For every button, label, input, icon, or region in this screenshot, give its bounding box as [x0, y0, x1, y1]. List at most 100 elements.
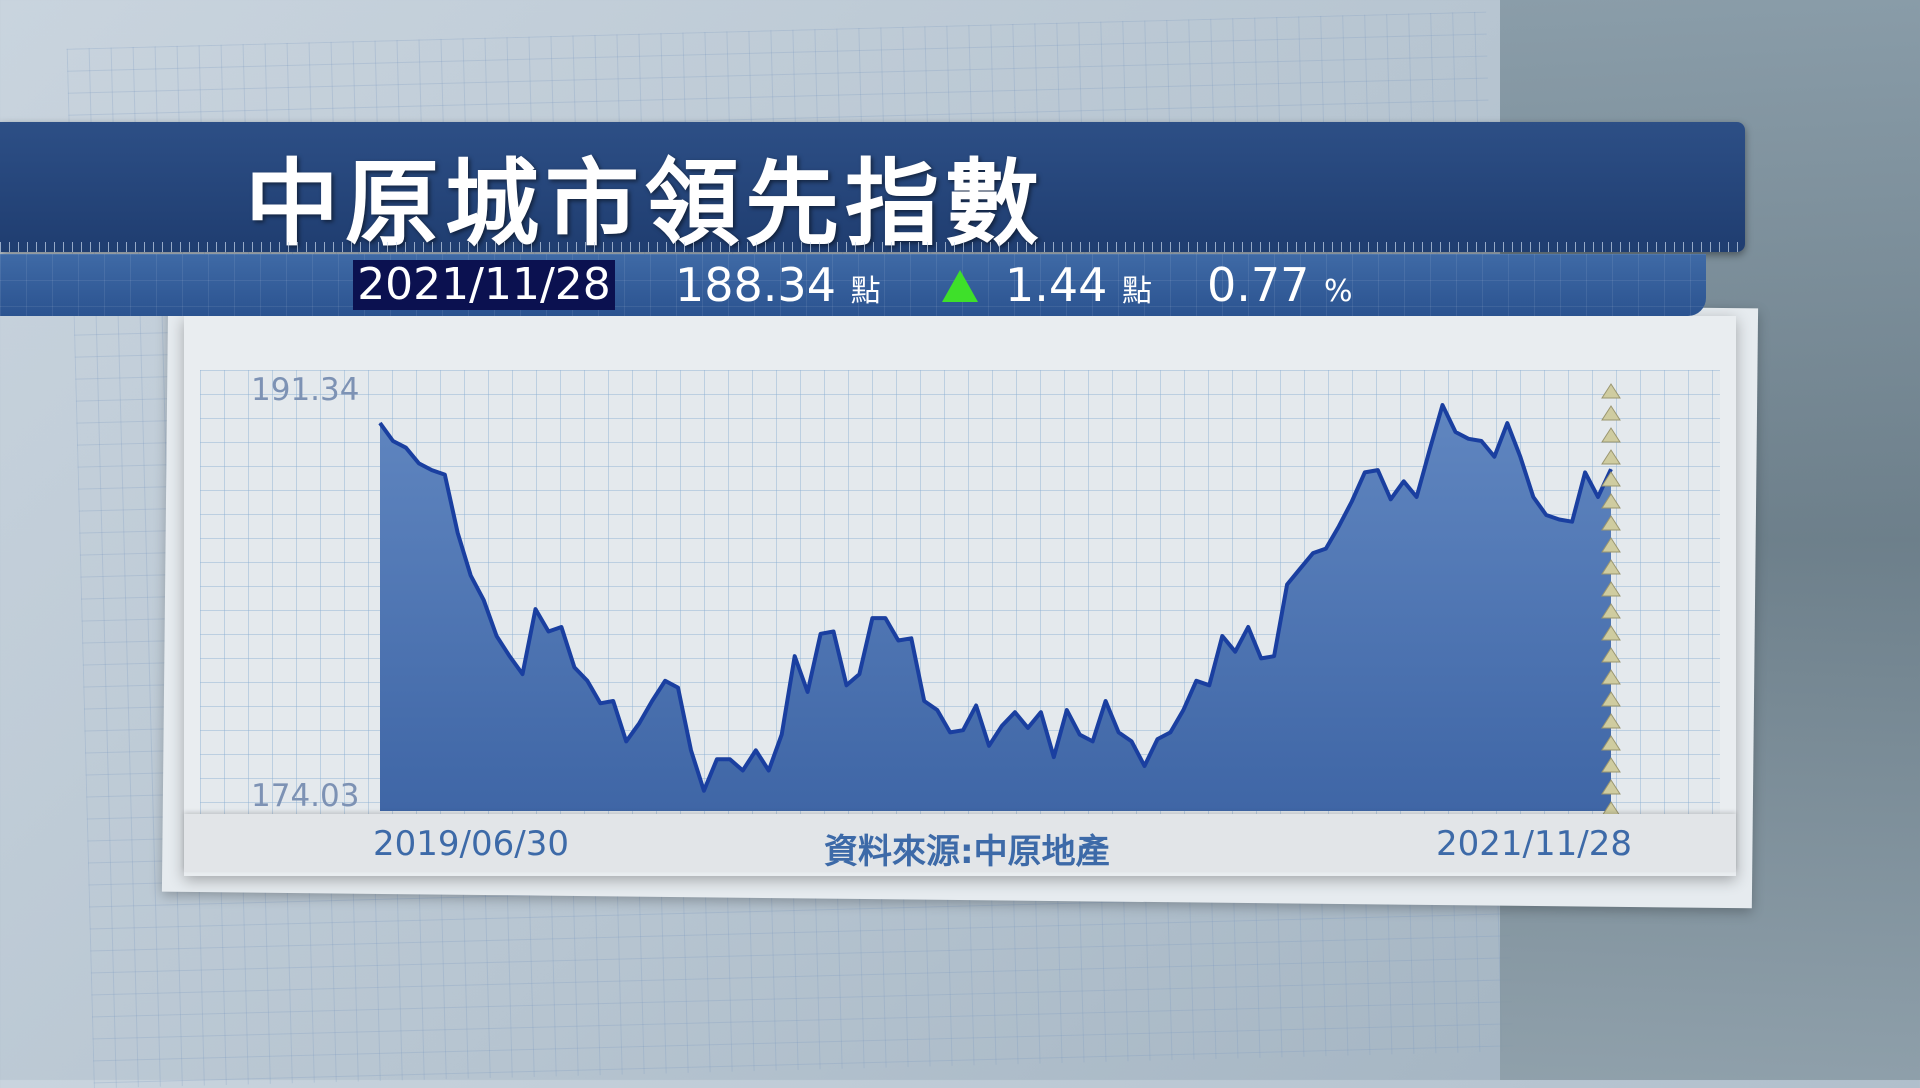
data-point	[1092, 740, 1094, 742]
data-point	[483, 599, 485, 601]
data-point	[703, 790, 705, 792]
data-point	[1325, 548, 1327, 550]
data-point	[975, 704, 977, 706]
data-point	[1467, 438, 1469, 440]
data-point	[677, 687, 679, 689]
change-value: 1.44	[1005, 258, 1108, 312]
index-unit: 點	[850, 274, 881, 309]
data-point	[1234, 651, 1236, 653]
summary-bar: 2021/11/28 188.34 點 1.44 點 0.77 %	[0, 254, 1706, 316]
data-point	[573, 666, 575, 668]
index-line	[378, 403, 1613, 793]
data-point	[1299, 568, 1301, 570]
data-point	[560, 626, 562, 628]
marker-triangle-icon	[1601, 515, 1621, 531]
data-point	[1182, 709, 1184, 711]
marker-triangle-icon	[1601, 559, 1621, 575]
data-point	[884, 617, 886, 619]
index-value-group: 188.34 點	[675, 260, 881, 317]
data-point	[509, 655, 511, 657]
data-point	[444, 474, 446, 476]
data-point	[1079, 734, 1081, 736]
data-point	[1610, 468, 1612, 470]
data-point	[496, 635, 498, 637]
data-point	[1105, 700, 1107, 702]
data-point	[690, 749, 692, 751]
data-point	[923, 700, 925, 702]
data-point	[820, 633, 822, 635]
marker-triangle-icon	[1601, 603, 1621, 619]
data-point	[625, 740, 627, 742]
data-point	[431, 469, 433, 471]
data-point	[1156, 738, 1158, 740]
data-point	[1260, 657, 1262, 659]
ruler-ticks	[0, 242, 1745, 252]
data-point	[1247, 626, 1249, 628]
data-point	[379, 422, 381, 424]
marker-triangle-icon	[1601, 757, 1621, 773]
change-unit: 點	[1122, 274, 1153, 309]
data-point	[664, 680, 666, 682]
data-point	[871, 617, 873, 619]
data-point	[1558, 518, 1560, 520]
data-source: 資料來源:中原地產	[824, 832, 1110, 872]
data-point	[1001, 725, 1003, 727]
data-point	[638, 722, 640, 724]
marker-triangle-icon	[1601, 427, 1621, 443]
data-point	[988, 745, 990, 747]
change-group: 1.44 點	[1005, 260, 1152, 317]
data-point	[1040, 711, 1042, 713]
data-point	[742, 769, 744, 771]
data-point	[1066, 709, 1068, 711]
percent-unit: %	[1324, 274, 1353, 309]
data-point	[897, 639, 899, 641]
marker-triangle-icon	[1601, 647, 1621, 663]
percent-value: 0.77	[1207, 258, 1310, 312]
data-point	[858, 673, 860, 675]
data-point	[1208, 684, 1210, 686]
data-point	[1053, 756, 1055, 758]
data-point	[1131, 740, 1133, 742]
data-point	[962, 729, 964, 731]
marker-triangle-icon	[1601, 713, 1621, 729]
x-tick-end: 2021/11/28	[1436, 824, 1632, 864]
marker-triangle-icon	[1601, 493, 1621, 509]
chart-footer: 2019/06/30 資料來源:中原地產 2021/11/28	[184, 814, 1736, 872]
data-point	[1416, 496, 1418, 498]
data-point	[1312, 552, 1314, 554]
data-point	[1532, 496, 1534, 498]
marker-triangle-icon	[1601, 625, 1621, 641]
data-point	[418, 462, 420, 464]
data-point	[949, 731, 951, 733]
data-point	[716, 758, 718, 760]
index-value: 188.34	[675, 258, 836, 312]
marker-triangle-icon	[1601, 471, 1621, 487]
marker-triangle-icon	[1601, 581, 1621, 597]
data-point	[1014, 711, 1016, 713]
data-point	[1364, 471, 1366, 473]
data-point	[845, 684, 847, 686]
data-point	[794, 655, 796, 657]
data-point	[1144, 765, 1146, 767]
data-point	[392, 440, 394, 442]
data-point	[547, 631, 549, 633]
y-tick-max: 191.34	[251, 372, 360, 408]
data-point	[1169, 731, 1171, 733]
data-point	[1519, 456, 1521, 458]
data-point	[781, 734, 783, 736]
data-point	[755, 749, 757, 751]
page-title: 中原城市領先指數	[245, 150, 1046, 259]
data-point	[1584, 471, 1586, 473]
data-point	[1221, 635, 1223, 637]
data-point	[1351, 501, 1353, 503]
data-point	[1118, 731, 1120, 733]
marker-triangle-icon	[1601, 691, 1621, 707]
data-point	[729, 758, 731, 760]
area-fill	[380, 405, 1611, 811]
data-point	[1338, 525, 1340, 527]
data-point	[1403, 480, 1405, 482]
data-point	[1377, 469, 1379, 471]
marker-triangle-icon	[1601, 779, 1621, 795]
marker-triangle-icon	[1601, 383, 1621, 399]
